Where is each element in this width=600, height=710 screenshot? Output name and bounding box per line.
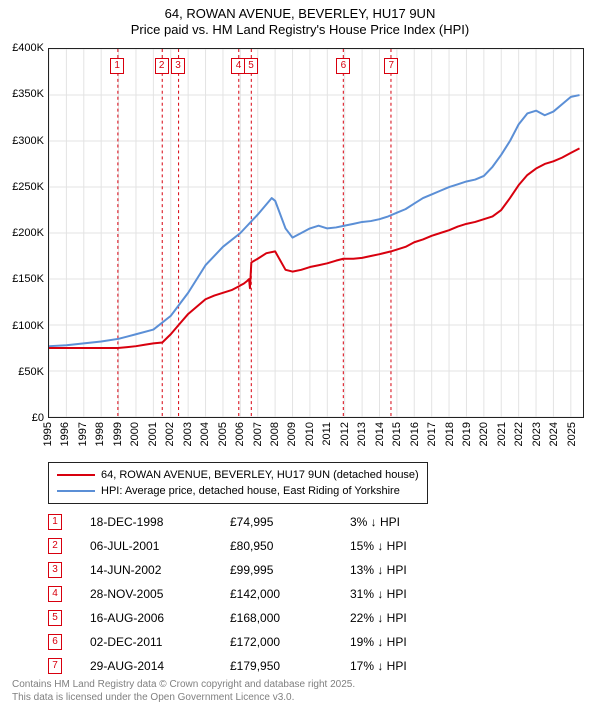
transaction-date: 16-AUG-2006 [90, 611, 230, 625]
transaction-index: 6 [48, 634, 62, 650]
legend-swatch [57, 490, 95, 492]
transaction-date: 28-NOV-2005 [90, 587, 230, 601]
transaction-row: 1 18-DEC-1998£74,9953% ↓ HPI [48, 510, 470, 534]
transaction-price: £74,995 [230, 515, 350, 529]
transaction-date: 14-JUN-2002 [90, 563, 230, 577]
chart-marker-2: 2 [155, 58, 169, 74]
x-tick-label: 2012 [339, 422, 351, 446]
x-tick-label: 2001 [147, 422, 159, 446]
y-tick-label: £400K [0, 42, 44, 54]
x-tick-label: 2006 [234, 422, 246, 446]
chart-marker-3: 3 [171, 58, 185, 74]
x-tick-label: 2019 [461, 422, 473, 446]
transaction-row: 3 14-JUN-2002£99,99513% ↓ HPI [48, 558, 470, 582]
x-tick-label: 2014 [374, 422, 386, 446]
x-tick-label: 2002 [164, 422, 176, 446]
transaction-date: 29-AUG-2014 [90, 659, 230, 673]
x-tick-label: 2023 [531, 422, 543, 446]
transaction-delta: 17% ↓ HPI [350, 659, 470, 673]
y-tick-label: £50K [0, 366, 44, 378]
y-tick-label: £150K [0, 273, 44, 285]
legend: 64, ROWAN AVENUE, BEVERLEY, HU17 9UN (de… [48, 462, 428, 504]
chart-svg [49, 49, 583, 417]
x-tick-label: 2024 [548, 422, 560, 446]
x-tick-label: 1996 [59, 422, 71, 446]
x-tick-label: 2003 [182, 422, 194, 446]
title-line-2: Price paid vs. HM Land Registry's House … [0, 22, 600, 38]
transaction-price: £80,950 [230, 539, 350, 553]
x-tick-label: 2005 [217, 422, 229, 446]
chart-plot-area [48, 48, 584, 418]
transaction-row: 4 28-NOV-2005£142,00031% ↓ HPI [48, 582, 470, 606]
transaction-row: 6 02-DEC-2011£172,00019% ↓ HPI [48, 630, 470, 654]
legend-swatch [57, 474, 95, 476]
x-tick-label: 2016 [409, 422, 421, 446]
transaction-delta: 22% ↓ HPI [350, 611, 470, 625]
transaction-row: 7 29-AUG-2014£179,95017% ↓ HPI [48, 654, 470, 678]
transaction-index: 5 [48, 610, 62, 626]
x-tick-label: 1995 [42, 422, 54, 446]
title-line-1: 64, ROWAN AVENUE, BEVERLEY, HU17 9UN [0, 6, 600, 22]
x-tick-label: 2018 [444, 422, 456, 446]
footer-line-1: Contains HM Land Registry data © Crown c… [12, 679, 355, 692]
x-tick-label: 2009 [286, 422, 298, 446]
x-tick-label: 2021 [496, 422, 508, 446]
x-tick-label: 2010 [304, 422, 316, 446]
chart-marker-7: 7 [384, 58, 398, 74]
transaction-price: £99,995 [230, 563, 350, 577]
y-tick-label: £200K [0, 227, 44, 239]
transaction-index: 7 [48, 658, 62, 674]
transaction-date: 06-JUL-2001 [90, 539, 230, 553]
transactions-table: 118-DEC-1998£74,9953% ↓ HPI206-JUL-2001£… [48, 510, 470, 678]
x-tick-label: 2000 [129, 422, 141, 446]
transaction-delta: 19% ↓ HPI [350, 635, 470, 649]
transaction-delta: 15% ↓ HPI [350, 539, 470, 553]
transaction-row: 5 16-AUG-2006£168,00022% ↓ HPI [48, 606, 470, 630]
footer-line-2: This data is licensed under the Open Gov… [12, 692, 355, 705]
transaction-row: 2 06-JUL-2001£80,95015% ↓ HPI [48, 534, 470, 558]
x-tick-label: 2020 [478, 422, 490, 446]
transaction-delta: 13% ↓ HPI [350, 563, 470, 577]
x-tick-label: 2022 [513, 422, 525, 446]
x-tick-label: 2011 [321, 422, 333, 446]
x-tick-label: 1999 [112, 422, 124, 446]
x-tick-label: 2015 [391, 422, 403, 446]
legend-row: HPI: Average price, detached house, East… [57, 483, 419, 499]
chart-marker-6: 6 [336, 58, 350, 74]
page-root: 64, ROWAN AVENUE, BEVERLEY, HU17 9UN Pri… [0, 0, 600, 710]
x-tick-label: 2004 [199, 422, 211, 446]
y-tick-label: £250K [0, 181, 44, 193]
transaction-date: 18-DEC-1998 [90, 515, 230, 529]
x-tick-label: 2025 [566, 422, 578, 446]
footer: Contains HM Land Registry data © Crown c… [12, 679, 355, 704]
legend-label: 64, ROWAN AVENUE, BEVERLEY, HU17 9UN (de… [101, 469, 419, 481]
chart-marker-5: 5 [244, 58, 258, 74]
transaction-index: 1 [48, 514, 62, 530]
legend-label: HPI: Average price, detached house, East… [101, 485, 400, 497]
transaction-price: £142,000 [230, 587, 350, 601]
transaction-index: 4 [48, 586, 62, 602]
transaction-index: 3 [48, 562, 62, 578]
transaction-delta: 3% ↓ HPI [350, 515, 470, 529]
y-tick-label: £100K [0, 320, 44, 332]
legend-row: 64, ROWAN AVENUE, BEVERLEY, HU17 9UN (de… [57, 467, 419, 483]
x-tick-label: 2008 [269, 422, 281, 446]
transaction-price: £172,000 [230, 635, 350, 649]
y-tick-label: £350K [0, 88, 44, 100]
transaction-price: £179,950 [230, 659, 350, 673]
chart-marker-1: 1 [110, 58, 124, 74]
title-block: 64, ROWAN AVENUE, BEVERLEY, HU17 9UN Pri… [0, 0, 600, 37]
x-tick-label: 2007 [252, 422, 264, 446]
transaction-price: £168,000 [230, 611, 350, 625]
x-tick-label: 1998 [94, 422, 106, 446]
x-tick-label: 1997 [77, 422, 89, 446]
transaction-index: 2 [48, 538, 62, 554]
transaction-delta: 31% ↓ HPI [350, 587, 470, 601]
y-tick-label: £300K [0, 135, 44, 147]
y-tick-label: £0 [0, 412, 44, 424]
x-tick-label: 2013 [356, 422, 368, 446]
x-tick-label: 2017 [426, 422, 438, 446]
transaction-date: 02-DEC-2011 [90, 635, 230, 649]
